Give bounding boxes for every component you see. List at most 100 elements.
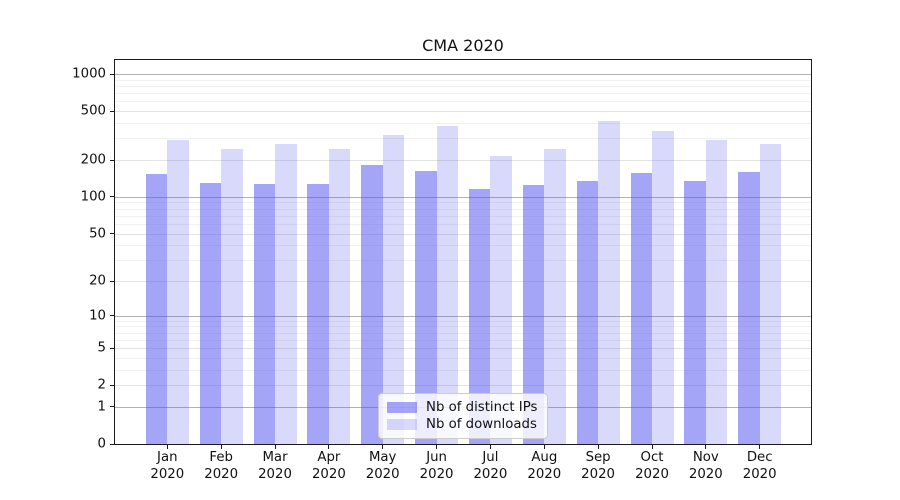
gridline-600 — [115, 101, 811, 103]
x-tick-mark — [651, 445, 653, 449]
gridline-5 — [115, 348, 811, 350]
x-tick-mark — [543, 445, 545, 449]
legend-item-downloads: Nb of downloads — [387, 417, 539, 432]
y-tick-mark — [110, 196, 115, 198]
gridline-500 — [115, 111, 811, 113]
bar-downloads-jul — [490, 155, 512, 444]
gridline-300 — [115, 138, 811, 140]
bar-distinct-ips-feb — [199, 182, 222, 444]
x-tick-year: 2020 — [581, 466, 616, 482]
bar-downloads-aug — [544, 149, 566, 444]
x-tick-label: May 2020 — [353, 450, 413, 483]
y-tick-mark — [110, 384, 115, 386]
x-tick-label: Jan 2020 — [137, 450, 197, 483]
x-tick-year: 2020 — [258, 466, 292, 482]
y-tick-mark — [110, 73, 115, 75]
bar-distinct-ips-jun — [415, 170, 437, 444]
x-tick-month: Mar — [262, 450, 288, 465]
x-tick-month: Jun — [426, 450, 447, 465]
chart-title: CMA 2020 — [422, 36, 504, 55]
x-tick-month: May — [368, 450, 397, 465]
x-tick-year: 2020 — [742, 466, 777, 482]
gridline-20 — [115, 281, 811, 282]
x-tick-year: 2020 — [635, 466, 669, 482]
x-tick-label: Jun 2020 — [407, 450, 467, 483]
y-tick-mark — [110, 233, 115, 234]
gridline-1000 — [115, 74, 811, 75]
bar-distinct-ips-may — [361, 165, 383, 444]
x-tick-year: 2020 — [204, 466, 239, 482]
x-tick-mark — [166, 445, 168, 449]
bar-downloads-mar — [275, 144, 297, 444]
y-tick-label: 1000 — [72, 66, 106, 82]
y-tick-label: 5 — [97, 340, 106, 356]
x-tick-month: Oct — [640, 450, 664, 465]
bar-downloads-oct — [652, 131, 674, 444]
gridline-90 — [115, 202, 811, 204]
x-tick-year: 2020 — [419, 466, 454, 482]
bar-distinct-ips-jul — [468, 189, 491, 444]
x-tick-label: Mar 2020 — [245, 450, 305, 483]
x-tick-label: Jul 2020 — [460, 450, 520, 483]
bar-distinct-ips-nov — [684, 180, 706, 444]
legend-label-downloads: Nb of downloads — [426, 417, 537, 433]
bar-distinct-ips-sep — [576, 180, 599, 444]
y-tick-mark — [110, 406, 115, 408]
x-tick-month: Aug — [531, 450, 558, 465]
bar-distinct-ips-jan — [145, 173, 168, 444]
x-tick-mark — [220, 445, 222, 449]
x-tick-label: Oct 2020 — [622, 450, 682, 483]
gridline-900 — [115, 79, 811, 81]
x-tick-month: Sep — [585, 450, 611, 465]
gridline-6 — [115, 339, 811, 341]
gridline-40 — [115, 245, 811, 247]
gridline-4 — [115, 357, 811, 359]
x-tick-year: 2020 — [473, 466, 508, 482]
y-tick-mark — [110, 347, 115, 349]
gridline-70 — [115, 215, 811, 217]
x-tick-label: Apr 2020 — [299, 450, 359, 483]
x-tick-mark — [274, 445, 276, 449]
x-tick-month: Apr — [317, 450, 341, 465]
x-tick-mark — [328, 445, 330, 449]
x-tick-month: Feb — [209, 450, 233, 465]
x-tick-month: Jul — [482, 450, 499, 465]
gridline-80 — [115, 208, 811, 210]
gridline-2 — [115, 385, 811, 387]
x-tick-mark — [759, 445, 761, 449]
y-tick-label: 500 — [80, 103, 106, 119]
bar-downloads-nov — [705, 139, 728, 444]
y-tick-label: 50 — [89, 226, 106, 241]
y-tick-mark — [110, 315, 115, 317]
x-tick-label: Nov 2020 — [676, 450, 736, 483]
bar-downloads-apr — [328, 148, 351, 444]
x-tick-year: 2020 — [311, 466, 346, 482]
gridline-30 — [115, 260, 811, 262]
x-tick-label: Aug 2020 — [514, 450, 574, 483]
bar-downloads-jan — [167, 140, 189, 444]
gridline-800 — [115, 86, 811, 87]
y-tick-label: 200 — [80, 152, 106, 168]
legend-swatch-distinct-ips — [387, 401, 417, 413]
x-tick-mark — [705, 445, 707, 449]
y-tick-label: 0 — [97, 436, 106, 452]
x-tick-label: Feb 2020 — [191, 450, 251, 483]
bar-distinct-ips-aug — [522, 184, 545, 444]
gridline-3 — [115, 369, 811, 371]
x-tick-year: 2020 — [150, 466, 185, 482]
gridline-7 — [115, 332, 811, 334]
bar-downloads-dec — [759, 144, 782, 444]
bar-downloads-may — [382, 134, 405, 444]
gridline-100 — [115, 196, 811, 198]
x-tick-label: Sep 2020 — [568, 450, 628, 483]
gridline-200 — [115, 160, 811, 161]
y-tick-label: 10 — [89, 308, 106, 324]
plot-area — [114, 59, 812, 445]
bar-downloads-sep — [598, 120, 620, 444]
x-tick-month: Dec — [746, 450, 773, 465]
x-tick-mark — [597, 445, 599, 449]
gridline-9 — [115, 320, 811, 322]
x-tick-mark — [382, 445, 384, 449]
y-tick-label: 20 — [89, 273, 106, 289]
bar-distinct-ips-dec — [738, 172, 760, 444]
